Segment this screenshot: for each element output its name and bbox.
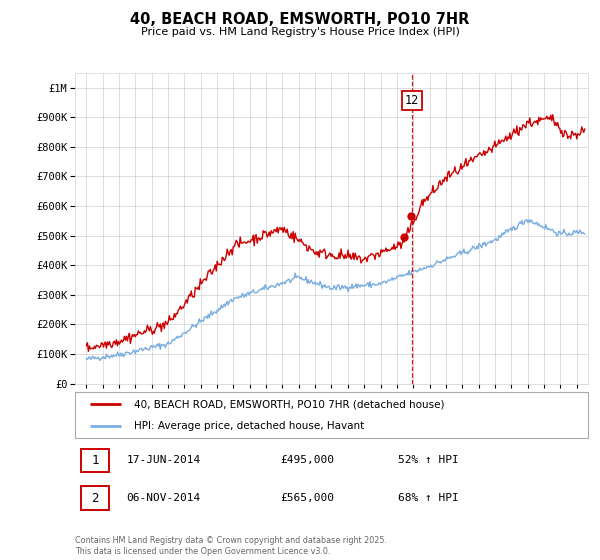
Text: 40, BEACH ROAD, EMSWORTH, PO10 7HR (detached house): 40, BEACH ROAD, EMSWORTH, PO10 7HR (deta… <box>134 399 445 409</box>
Text: Price paid vs. HM Land Registry's House Price Index (HPI): Price paid vs. HM Land Registry's House … <box>140 27 460 37</box>
Text: HPI: Average price, detached house, Havant: HPI: Average price, detached house, Hava… <box>134 422 364 431</box>
Text: 52% ↑ HPI: 52% ↑ HPI <box>398 455 459 465</box>
Text: 06-NOV-2014: 06-NOV-2014 <box>127 493 200 503</box>
Text: £565,000: £565,000 <box>280 493 334 503</box>
Text: 1: 1 <box>92 454 99 467</box>
Text: 68% ↑ HPI: 68% ↑ HPI <box>398 493 459 503</box>
Text: 40, BEACH ROAD, EMSWORTH, PO10 7HR: 40, BEACH ROAD, EMSWORTH, PO10 7HR <box>130 12 470 27</box>
Text: £495,000: £495,000 <box>280 455 334 465</box>
Text: Contains HM Land Registry data © Crown copyright and database right 2025.
This d: Contains HM Land Registry data © Crown c… <box>75 536 387 556</box>
Text: 2: 2 <box>92 492 99 505</box>
Text: 12: 12 <box>405 95 419 108</box>
FancyBboxPatch shape <box>81 449 109 472</box>
FancyBboxPatch shape <box>81 487 109 510</box>
Text: 17-JUN-2014: 17-JUN-2014 <box>127 455 200 465</box>
